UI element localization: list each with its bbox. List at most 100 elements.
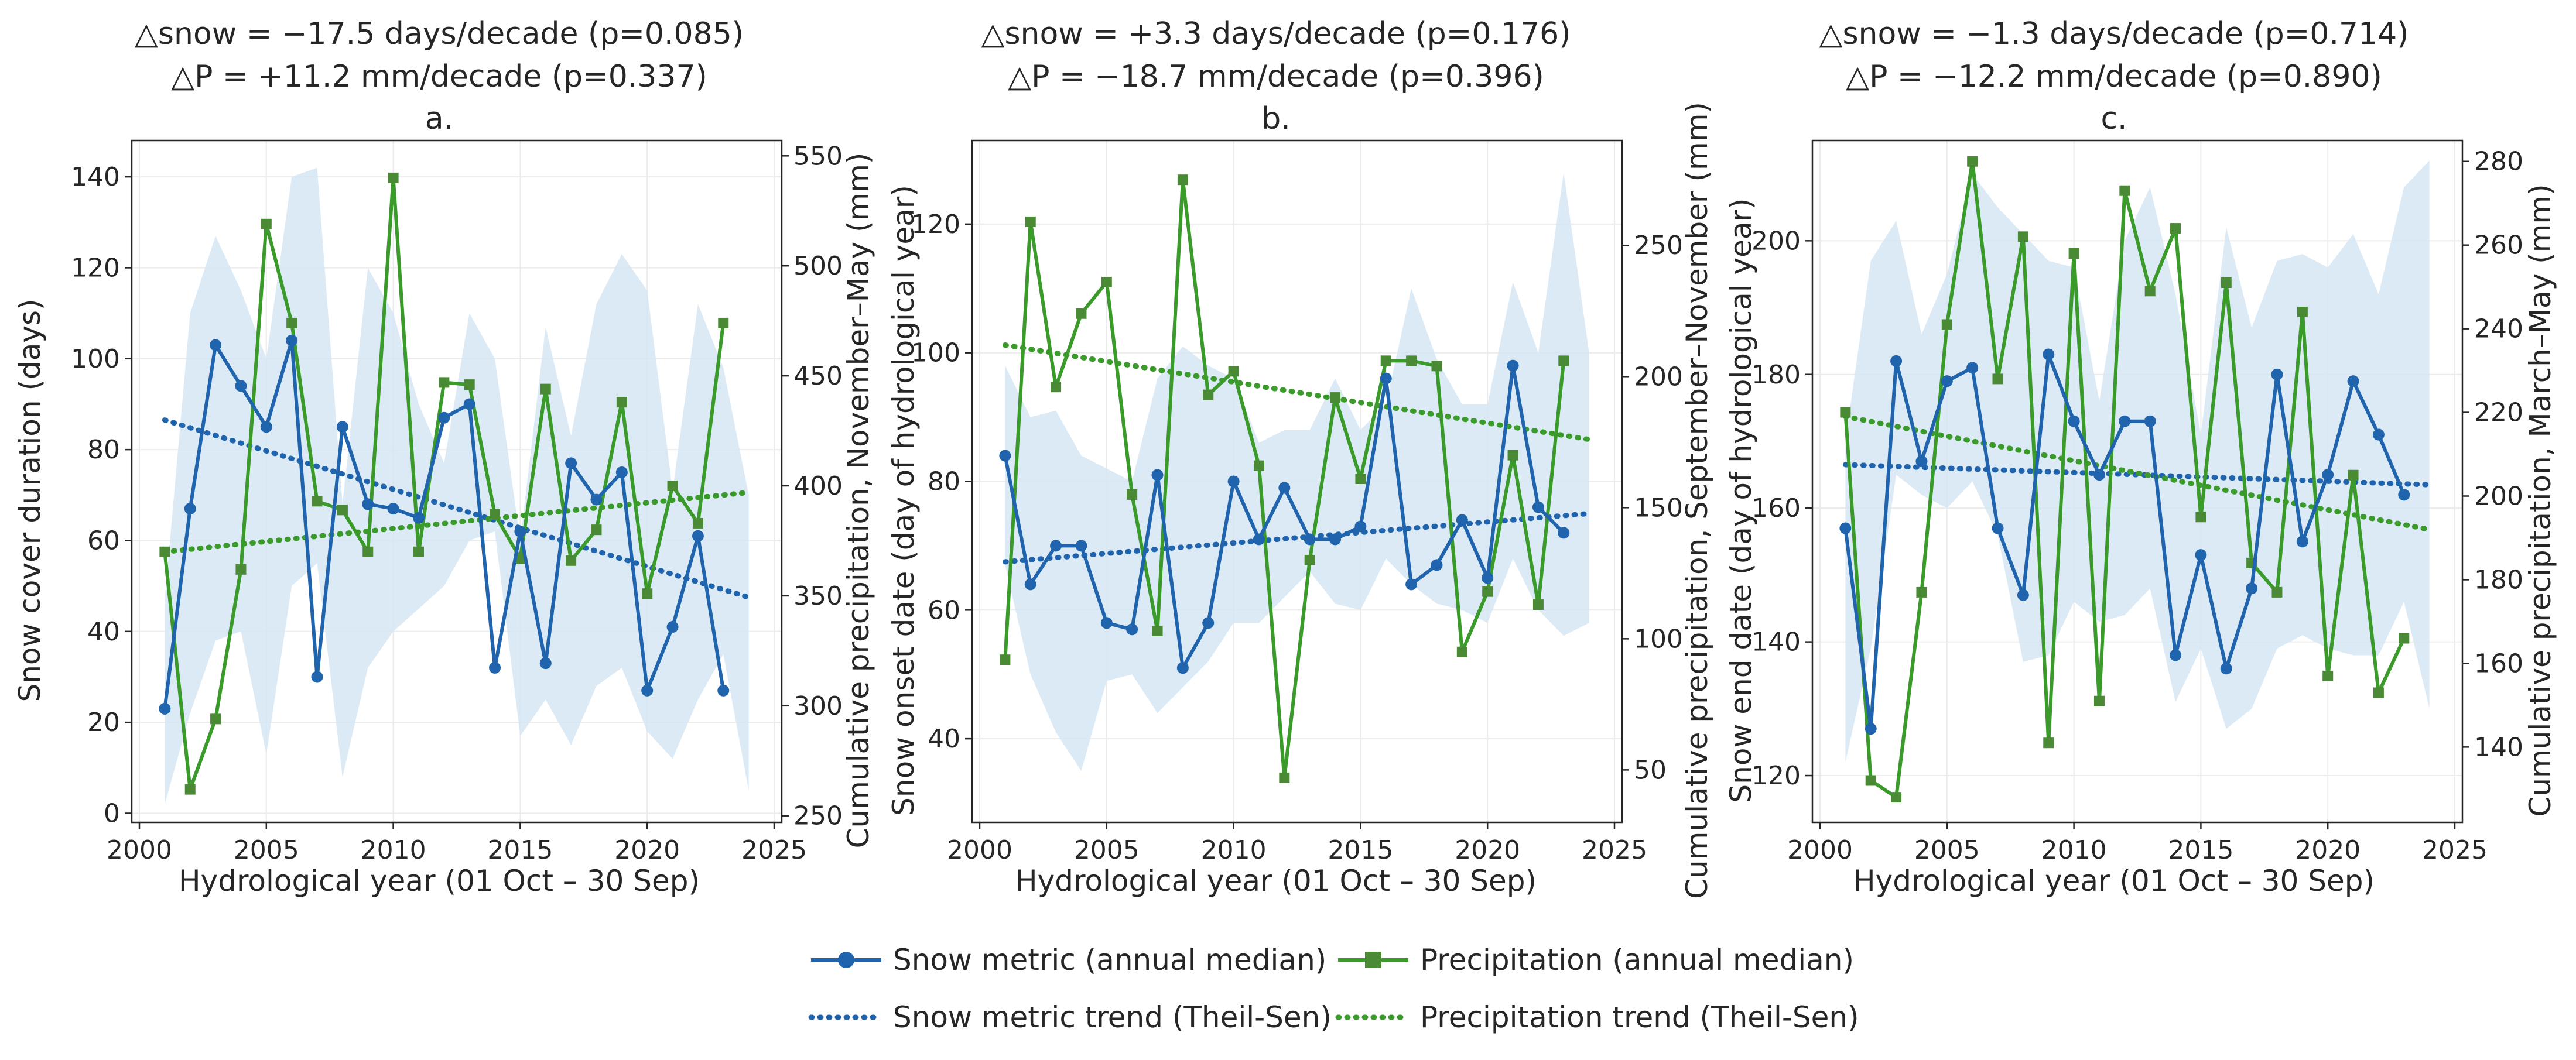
panel-a-ytick-label-0: 0	[104, 798, 120, 828]
panel-a-y2tick-label-300: 300	[793, 691, 843, 721]
panel-c-snow-point-2009	[2043, 348, 2055, 361]
panel-a: △snow = −17.5 days/decade (p=0.085) △P =…	[13, 16, 875, 898]
legend-precip-trend: Precipitation trend (Theil-Sen)	[1420, 1000, 1859, 1034]
panel-c-snow-point-2022	[2372, 428, 2385, 441]
panel-b-precip-point-2006	[1127, 489, 1138, 500]
panel-a-snow-point-2012	[438, 411, 450, 424]
panel-b-precip-trend-line	[1002, 342, 1592, 442]
panel-a-precip-point-2017	[566, 555, 577, 566]
panel-c-precip-point-2007	[1992, 373, 2003, 385]
panel-a-precip-point-2010	[388, 172, 399, 183]
legend-snow-marker	[838, 952, 854, 968]
panel-a-snow-trend-line	[162, 417, 752, 601]
panel-a-y2tick-label-450: 450	[793, 361, 843, 391]
panel-a-snow-point-2001	[159, 702, 171, 715]
panel-b-xtick-label-2005: 2005	[1074, 835, 1140, 865]
panel-b-snow-point-2009	[1202, 617, 1215, 629]
panel-b-precip-point-2003	[1051, 382, 1062, 393]
panel-a-ytick-label-60: 60	[87, 526, 120, 555]
panel-b-snow-point-2022	[1532, 501, 1544, 513]
panel-b-xlabel: Hydrological year (01 Oct – 30 Sep)	[1015, 864, 1537, 898]
panel-a-precip-point-2012	[439, 377, 450, 388]
panel-a-precip-point-2014	[490, 509, 501, 520]
panel-c-snow-point-2004	[1915, 455, 1928, 468]
panel-b-snow-point-2012	[1278, 482, 1291, 494]
panel-a-snow-point-2010	[387, 503, 399, 515]
panel-c-snow-point-2013	[2144, 415, 2156, 427]
panel-c-precip-point-2005	[1941, 319, 1952, 330]
panel-b-xtick-label-2025: 2025	[1582, 835, 1647, 865]
panel-a-snow-point-2020	[641, 684, 654, 697]
panel-c-ytick-label-120: 120	[1751, 761, 1801, 791]
panel-c-precip-point-2003	[1891, 792, 1902, 803]
panel-b-precip-point-2023	[1558, 355, 1569, 366]
panel-b: △snow = +3.3 days/decade (p=0.176) △P = …	[887, 16, 1714, 899]
panel-a-precip-point-2004	[235, 564, 247, 575]
panel-b-snow-point-2010	[1227, 475, 1240, 488]
panel-c-snow-point-2015	[2195, 549, 2207, 561]
panel-c-y2tick-label-140: 140	[2474, 732, 2523, 762]
panel-a-precip-point-2019	[616, 397, 627, 408]
panel-b-title-snow: △snow = +3.3 days/decade (p=0.176)	[981, 16, 1571, 52]
panel-c-precip-point-2022	[2373, 687, 2384, 698]
panel-b-xtick-label-2020: 2020	[1455, 835, 1520, 865]
legend-snow-trend: Snow metric trend (Theil-Sen)	[893, 1000, 1332, 1034]
panel-a-frame	[131, 139, 783, 824]
panel-c-precip-point-2001	[1840, 407, 1851, 418]
panel-c-precip-point-2010	[2068, 248, 2079, 259]
panel-c-snow-point-2007	[1992, 522, 2004, 534]
panel-b-snow-point-2019	[1456, 514, 1468, 526]
panel-b-precip-point-2014	[1330, 392, 1341, 403]
panel-a-snow-point-2002	[184, 503, 196, 515]
panel-a-snow-point-2007	[311, 671, 323, 683]
panel-a-precip-point-2008	[337, 505, 348, 516]
panel-b-precip-point-2001	[1000, 654, 1011, 665]
panel-c-xtick-label-2000: 2000	[1787, 835, 1853, 865]
panel-b-snow-point-2021	[1507, 359, 1519, 372]
panel-a-ytick-label-80: 80	[87, 435, 120, 465]
panel-c-title-snow: △snow = −1.3 days/decade (p=0.714)	[1819, 16, 2409, 52]
panel-b-snow-point-2007	[1151, 469, 1164, 481]
panel-c-title-precip: △P = −12.2 mm/decade (p=0.890)	[1846, 59, 2382, 94]
panel-c-snow-point-2010	[2068, 415, 2080, 427]
panel-b-snow-point-2005	[1100, 617, 1113, 629]
panel-c-y2tick-label-180: 180	[2474, 565, 2523, 595]
panel-c-snow-point-2014	[2170, 649, 2182, 661]
panel-b-y2tick-label-50: 50	[1634, 755, 1667, 785]
panel-c-precip-trend-line	[1842, 414, 2433, 533]
panel-b-precip-point-2011	[1253, 460, 1264, 471]
panel-b-snow-point-2003	[1050, 540, 1062, 552]
panel-b-plot: 2000 2005 2010 2015 2020 2025 40 60 80 100 120 50 10…	[911, 139, 1683, 865]
panel-b-xtick-label-2000: 2000	[947, 835, 1012, 865]
panel-a-y2tick-label-350: 350	[793, 581, 843, 611]
panel-b-precip-point-2018	[1431, 361, 1442, 372]
panel-a-snow-point-2023	[717, 684, 730, 697]
panel-a-xtick-label-2000: 2000	[107, 835, 172, 865]
legend-precipitation: Precipitation (annual median)	[1420, 943, 1854, 977]
panel-c-ytick-label-140: 140	[1751, 627, 1801, 657]
panel-c-snow-point-2017	[2246, 582, 2258, 595]
panel-c-snow-point-2001	[1839, 522, 1852, 534]
panel-a-precip-point-2002	[184, 784, 196, 795]
panel-c-snow-point-2021	[2347, 375, 2359, 387]
panel-c-precip-point-2014	[2170, 223, 2181, 234]
panel-b-xtick-label-2010: 2010	[1201, 835, 1267, 865]
panel-b-precip-point-2022	[1532, 599, 1544, 610]
panel-a-precip-point-2023	[718, 317, 729, 328]
panel-a-precip-point-2007	[312, 496, 323, 507]
panel-c-precip-point-2009	[2043, 737, 2054, 749]
panel-b-ytick-label-80: 80	[928, 467, 960, 497]
panel-b-precip-point-2020	[1482, 586, 1493, 597]
panel-a-xtick-label-2015: 2015	[487, 835, 553, 865]
panel-c-xlabel: Hydrological year (01 Oct – 30 Sep)	[1853, 864, 2375, 898]
panel-c-xtick-label-2010: 2010	[2041, 835, 2107, 865]
panel-c-precip-point-2018	[2271, 586, 2283, 598]
panel-c-xtick-label-2020: 2020	[2295, 835, 2361, 865]
panel-a-title-precip: △P = +11.2 mm/decade (p=0.337)	[171, 59, 707, 94]
panel-c-y2tick-label-240: 240	[2474, 314, 2523, 344]
panel-a-xtick-label-2005: 2005	[234, 835, 299, 865]
panel-a-snow-point-2009	[362, 498, 374, 510]
panel-a-precip-point-2001	[159, 546, 170, 557]
panel-b-snow-point-2018	[1431, 559, 1443, 571]
